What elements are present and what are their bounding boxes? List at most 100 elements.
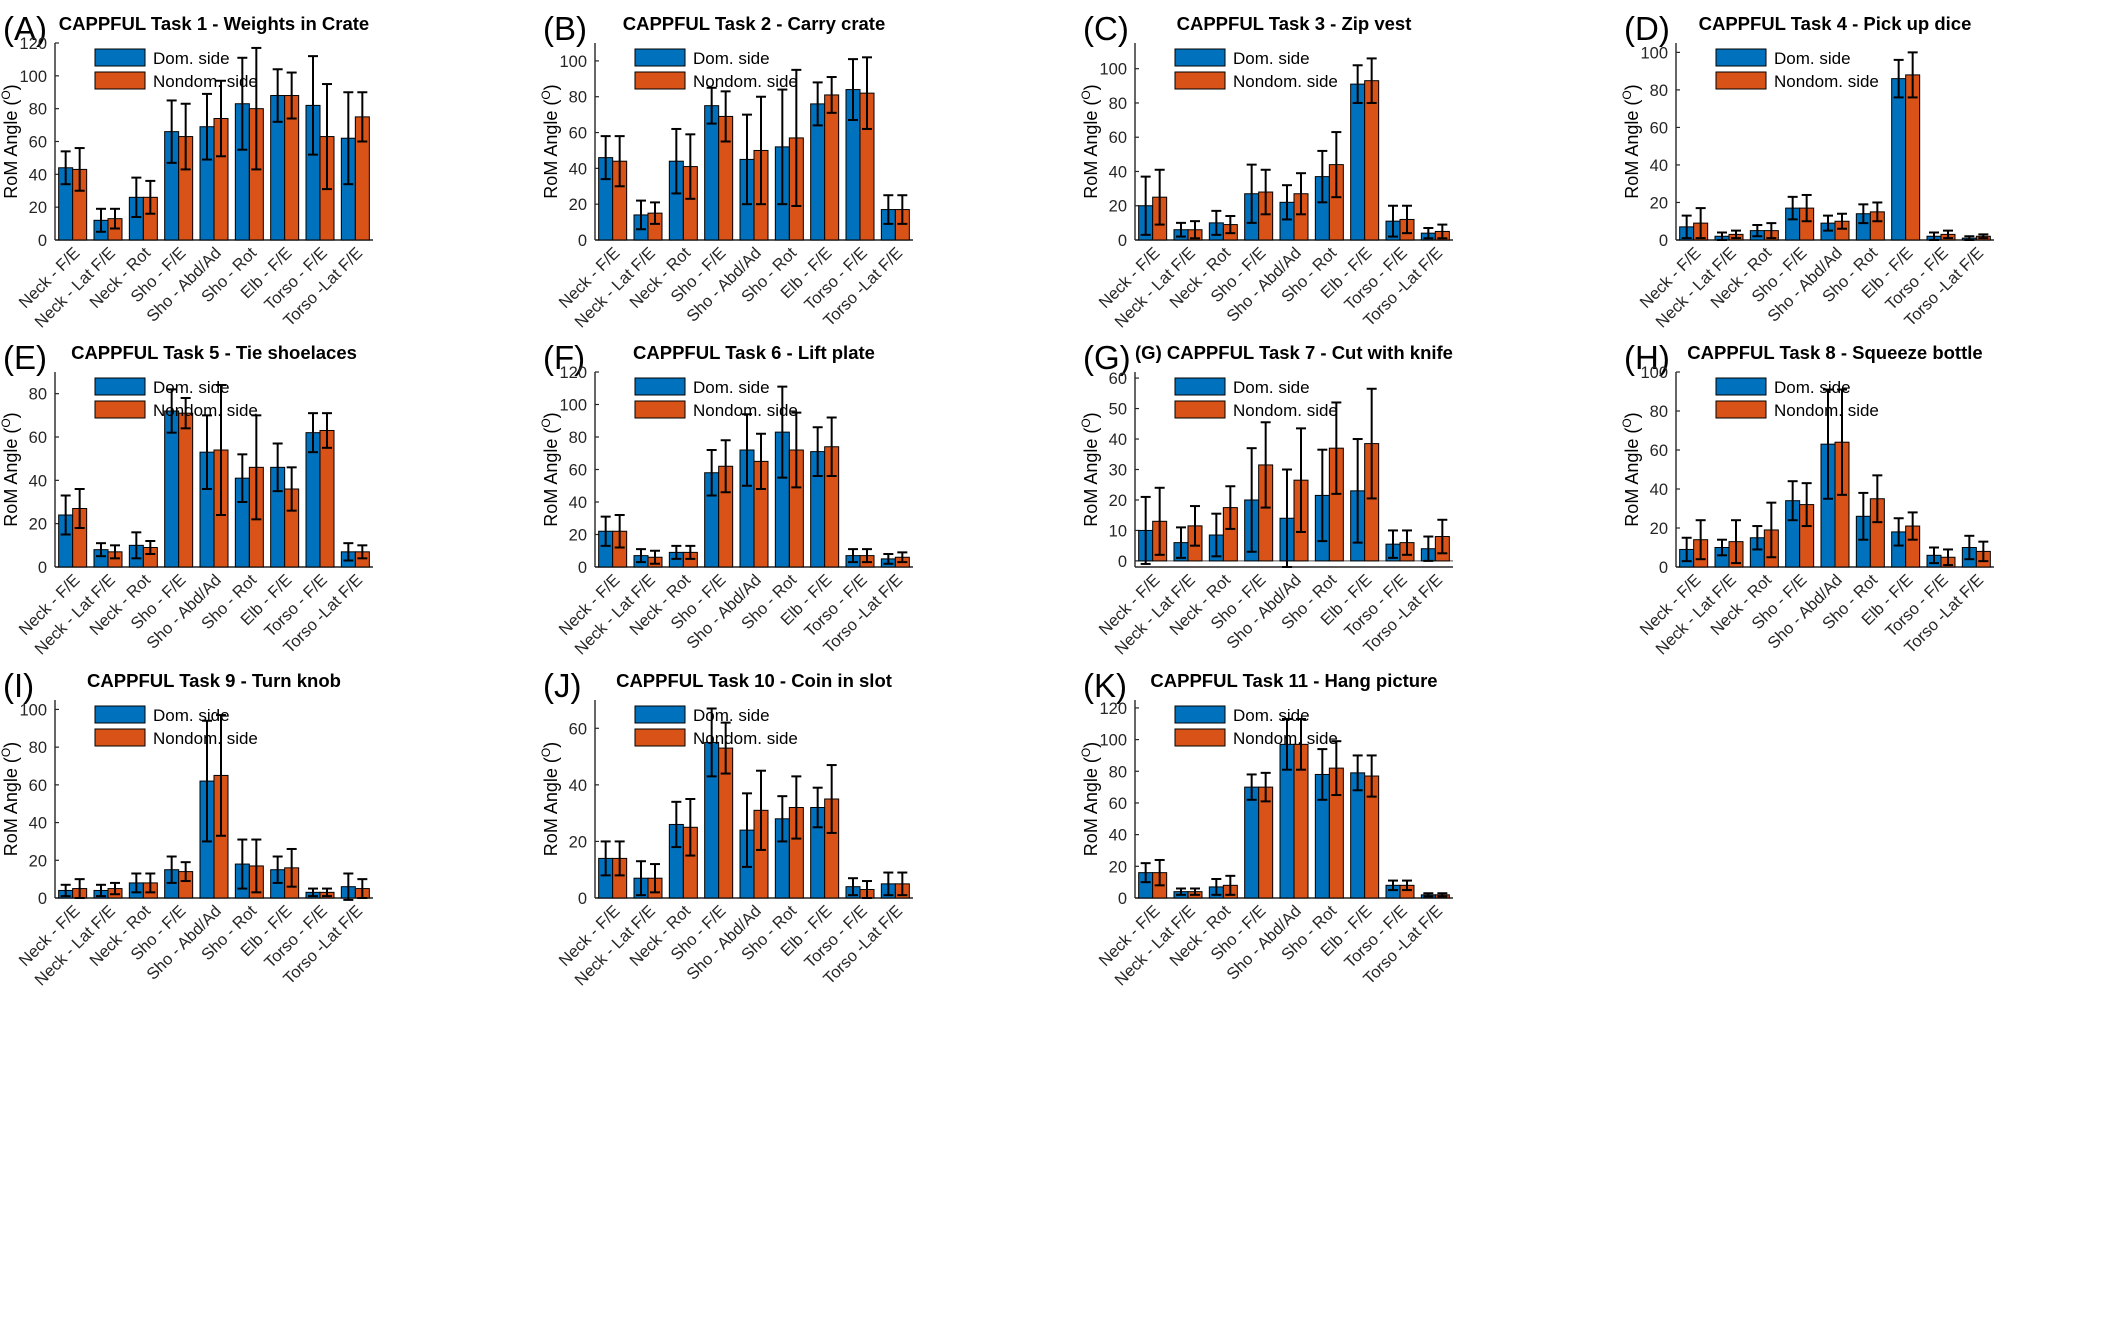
y-tick-label: 40 [569, 494, 587, 512]
y-tick-label: 100 [1099, 61, 1127, 79]
legend-label-nondom: Nondom. side [693, 72, 798, 91]
chart-panel-h: (H) CAPPFUL Task 8 - Squeeze bottle 0 20 40 6… [1620, 339, 1994, 658]
y-tick-label: 100 [559, 53, 587, 71]
panel-label: (A) [3, 10, 47, 47]
bar-dom [1350, 772, 1366, 899]
legend-label-nondom: Nondom. side [1774, 401, 1879, 420]
legend-label-nondom: Nondom. side [693, 729, 798, 748]
y-tick-label: 20 [569, 527, 587, 545]
y-tick-label: 0 [578, 559, 587, 577]
y-tick-label: 100 [1099, 732, 1127, 750]
legend-label-dom: Dom. side [693, 49, 770, 68]
y-tick-label: 120 [19, 35, 47, 53]
y-tick-label: 80 [569, 89, 587, 107]
legend-swatch-dom [1174, 705, 1226, 724]
legend-swatch-dom [1715, 48, 1767, 67]
chart-panel-e: (E) CAPPFUL Task 5 - Tie shoelaces 0 20 40 60… [0, 339, 373, 658]
y-tick-label: 60 [29, 777, 47, 795]
bar-nondom [178, 412, 194, 568]
y-axis-label: RoM Angle (O) [0, 742, 21, 856]
legend-swatch-nondom [634, 728, 686, 747]
y-tick-label: 0 [1118, 232, 1127, 250]
y-tick-label: 80 [29, 386, 47, 404]
y-tick-label: 0 [38, 559, 47, 577]
y-axis-label: RoM Angle (O) [1079, 84, 1101, 198]
legend-label-nondom: Nondom. side [153, 729, 258, 748]
y-tick-label: 0 [1659, 232, 1668, 250]
y-axis-label: RoM Angle (O) [1079, 412, 1101, 526]
chart-title: CAPPFUL Task 4 - Pick up dice [1699, 13, 1972, 34]
y-axis-label: RoM Angle (O) [1079, 742, 1101, 856]
y-tick-label: 80 [29, 739, 47, 757]
chart-title: CAPPFUL Task 10 - Coin in slot [616, 670, 892, 691]
legend-label-nondom: Nondom. side [153, 72, 258, 91]
legend-label-dom: Dom. side [153, 706, 230, 725]
chart-panel-g: (G) (G) CAPPFUL Task 7 - Cut with knife 0 1… [1079, 339, 1453, 658]
bar-dom [164, 410, 180, 568]
y-tick-label: 0 [578, 232, 587, 250]
bar-nondom [824, 94, 840, 241]
bar-dom [1891, 78, 1907, 241]
y-tick-label: 60 [29, 134, 47, 152]
y-axis-label: RoM Angle (O) [1620, 84, 1642, 198]
legend-label-nondom: Nondom. side [1233, 401, 1338, 420]
legend-label-nondom: Nondom. side [1233, 729, 1338, 748]
y-tick-label: 60 [1109, 370, 1127, 388]
y-tick-label: 20 [1650, 194, 1668, 212]
chart-panel-j: (J) CAPPFUL Task 10 - Coin in slot 0 20 40 60… [539, 667, 913, 989]
legend-label-dom: Dom. side [1233, 378, 1310, 397]
y-tick-label: 40 [1109, 163, 1127, 181]
legend-label-dom: Dom. side [693, 706, 770, 725]
y-tick-label: 60 [1109, 129, 1127, 147]
y-tick-label: 80 [1650, 403, 1668, 421]
y-tick-label: 60 [1109, 795, 1127, 813]
legend-label-dom: Dom. side [1233, 49, 1310, 68]
legend-label-dom: Dom. side [1774, 49, 1851, 68]
bar-dom [704, 105, 720, 241]
y-axis-label: RoM Angle (O) [1620, 412, 1642, 526]
chart-title: CAPPFUL Task 5 - Tie shoelaces [71, 342, 357, 363]
chart-title: CAPPFUL Task 11 - Hang picture [1150, 670, 1437, 691]
bar-nondom [1364, 80, 1380, 241]
chart-title: CAPPFUL Task 8 - Squeeze bottle [1687, 342, 1982, 363]
y-tick-label: 80 [569, 429, 587, 447]
y-tick-label: 40 [1109, 827, 1127, 845]
y-tick-label: 80 [1650, 82, 1668, 100]
y-tick-label: 20 [1109, 492, 1127, 510]
y-tick-label: 40 [29, 166, 47, 184]
y-tick-label: 20 [1109, 198, 1127, 216]
y-tick-label: 60 [569, 462, 587, 480]
chart-panel-d: (D) CAPPFUL Task 4 - Pick up dice 0 20 40 60 8… [1620, 10, 1994, 331]
legend-label-dom: Dom. side [1774, 378, 1851, 397]
legend-swatch-nondom [1715, 71, 1767, 90]
y-tick-label: 100 [1640, 44, 1668, 62]
legend-swatch-dom [94, 377, 146, 396]
y-tick-label: 100 [1640, 364, 1668, 382]
panel-label: (I) [3, 667, 34, 704]
y-tick-label: 20 [29, 852, 47, 870]
y-axis-label: RoM Angle (O) [539, 412, 561, 526]
chart-title: (G) CAPPFUL Task 7 - Cut with knife [1135, 342, 1453, 363]
legend-swatch-dom [634, 48, 686, 67]
legend-label-dom: Dom. side [153, 49, 230, 68]
panel-label: (B) [543, 10, 587, 47]
y-tick-label: 0 [1118, 890, 1127, 908]
bar-nondom [319, 430, 335, 568]
chart-title: CAPPFUL Task 6 - Lift plate [633, 342, 875, 363]
legend-label-dom: Dom. side [1233, 706, 1310, 725]
legend-swatch-nondom [1174, 728, 1226, 747]
legend-swatch-dom [634, 705, 686, 724]
y-tick-label: 100 [19, 68, 47, 86]
y-tick-label: 20 [1650, 520, 1668, 538]
legend-label-nondom: Nondom. side [153, 401, 258, 420]
y-tick-label: 0 [38, 232, 47, 250]
y-tick-label: 40 [569, 160, 587, 178]
legend-label-nondom: Nondom. side [1774, 72, 1879, 91]
legend-swatch-nondom [634, 71, 686, 90]
y-tick-label: 60 [569, 720, 587, 738]
y-tick-label: 80 [29, 101, 47, 119]
legend-swatch-nondom [634, 400, 686, 419]
y-tick-label: 40 [1109, 431, 1127, 449]
y-axis-label: RoM Angle (O) [539, 742, 561, 856]
legend-swatch-nondom [94, 400, 146, 419]
